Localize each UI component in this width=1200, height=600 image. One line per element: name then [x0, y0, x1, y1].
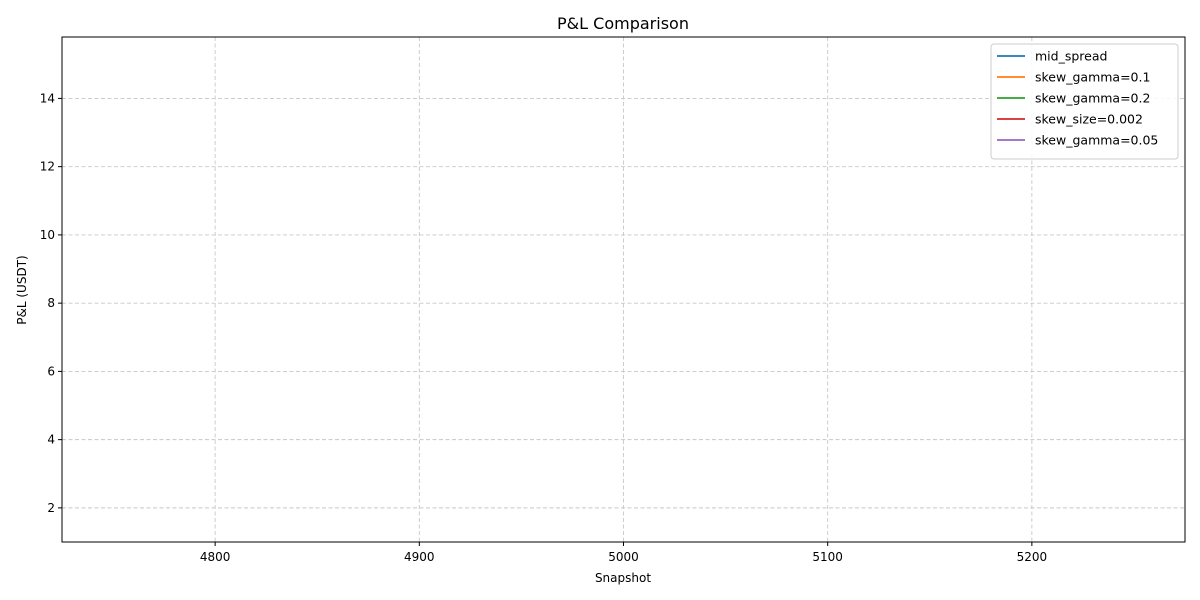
legend-entry-label: skew_gamma=0.2 [1035, 91, 1150, 106]
x-axis-ticks: 4800 4900 5000 5100 5200 [200, 542, 1047, 564]
x-tick-label: 5100 [812, 550, 843, 564]
legend-box [990, 43, 1179, 160]
y-axis-label: P&L (USDT) [15, 255, 29, 324]
y-tick-label: 14 [40, 91, 55, 105]
legend-entry-label: mid_spread [1035, 49, 1107, 64]
grid [62, 37, 1185, 542]
y-tick-label: 2 [47, 501, 55, 515]
x-tick-label: 4900 [404, 550, 435, 564]
x-tick-label: 5200 [1017, 550, 1048, 564]
y-tick-label: 8 [47, 296, 55, 310]
x-tick-label: 5000 [608, 550, 639, 564]
x-axis-label: Snapshot [595, 571, 651, 585]
legend-entry-label: skew_gamma=0.05 [1035, 133, 1158, 148]
x-tick-label: 4800 [200, 550, 231, 564]
legend-entry-label: skew_size=0.002 [1035, 112, 1143, 127]
y-tick-label: 10 [40, 228, 55, 242]
y-axis-ticks: 2 4 6 8 10 12 14 [40, 91, 62, 515]
y-tick-label: 4 [47, 433, 55, 447]
legend-entry-label: skew_gamma=0.1 [1035, 70, 1150, 85]
legend: mid_spread skew_gamma=0.1 skew_gamma=0.2sk… [990, 43, 1179, 160]
y-tick-label: 6 [47, 364, 55, 378]
chart-title: P&L Comparison [557, 14, 689, 33]
y-tick-label: 12 [40, 160, 55, 174]
